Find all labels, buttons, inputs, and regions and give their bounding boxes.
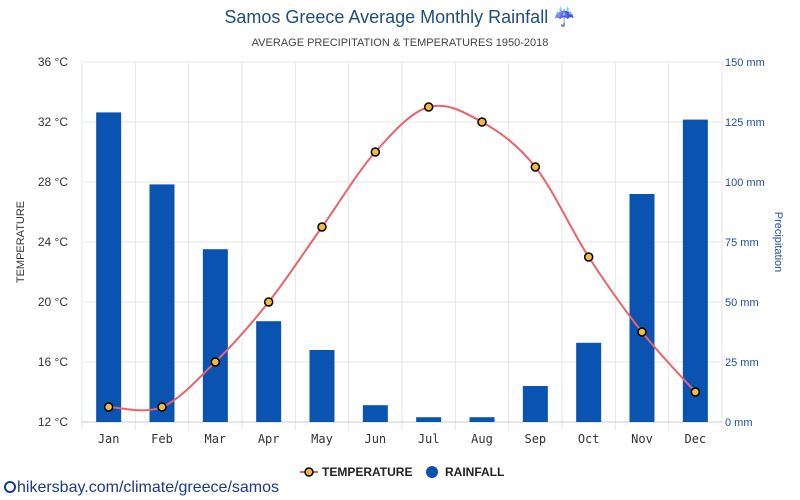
x-tick-label: Jul <box>418 432 440 446</box>
temperature-point[interactable] <box>583 252 594 262</box>
legend-rainfall-label: RAINFALL <box>445 465 504 479</box>
y-right-tick-label: 150 mm <box>725 57 765 69</box>
rainfall-bar[interactable] <box>309 350 335 422</box>
hikersbay-logo-icon <box>4 481 16 493</box>
legend-temperature-label: TEMPERATURE <box>322 465 412 479</box>
x-tick-label: Nov <box>631 432 653 446</box>
y-axis-left-ticks: 12 °C 16 °C 20 °C 24 °C 28 °C 32 °C 36 °C <box>38 55 68 429</box>
y-right-tick-label: 25 mm <box>725 357 759 369</box>
rainfall-bars <box>96 112 708 423</box>
y-left-tick-label: 32 °C <box>38 115 68 129</box>
y-left-tick-label: 20 °C <box>38 295 68 309</box>
legend-item-rainfall[interactable]: RAINFALL <box>426 465 504 479</box>
y-right-tick-label: 0 mm <box>725 417 753 429</box>
temperature-point[interactable] <box>210 357 221 367</box>
chart-title: Samos Greece Average Monthly Rainfall ☔ <box>224 6 575 27</box>
x-tick-label: May <box>311 432 333 446</box>
x-tick-label: Apr <box>258 432 280 446</box>
x-tick-label: Aug <box>471 432 493 446</box>
temperature-point[interactable] <box>370 147 381 157</box>
legend-rainfall-marker-icon <box>426 466 438 478</box>
temperature-point[interactable] <box>690 387 701 397</box>
temperature-point[interactable] <box>317 222 327 232</box>
y-left-tick-label: 12 °C <box>38 415 68 429</box>
legend-item-temperature[interactable]: TEMPERATURE <box>300 465 412 479</box>
x-tick-label: Sep <box>524 432 546 446</box>
y-right-tick-label: 125 mm <box>725 117 765 129</box>
temperature-point[interactable] <box>530 162 541 172</box>
x-tick-label: Jan <box>98 432 120 446</box>
legend: TEMPERATURE RAINFALL <box>300 465 504 479</box>
y-left-tick-label: 24 °C <box>38 235 68 249</box>
source-link[interactable]: hikersbay.com/climate/greece/samos <box>4 479 279 497</box>
rainfall-bar[interactable] <box>416 417 442 422</box>
rainfall-bar[interactable] <box>96 112 122 423</box>
temperature-point[interactable] <box>423 102 434 112</box>
y-axis-right-ticks: 0 mm 25 mm 50 mm 75 mm 100 mm 125 mm 150 mm <box>725 57 765 429</box>
x-tick-label: Oct <box>578 432 600 446</box>
temperature-point[interactable] <box>103 402 114 412</box>
rainfall-bar[interactable] <box>576 342 602 422</box>
rainfall-bar[interactable] <box>629 194 655 422</box>
rainfall-bar[interactable] <box>202 249 228 422</box>
y-left-tick-label: 28 °C <box>38 175 68 189</box>
y-right-tick-label: 75 mm <box>725 237 759 249</box>
rainfall-bar[interactable] <box>469 417 495 422</box>
rainfall-bar[interactable] <box>256 321 282 422</box>
gridlines <box>81 61 723 430</box>
x-tick-label: Mar <box>204 432 226 446</box>
y-left-tick-label: 36 °C <box>38 55 68 69</box>
rainfall-bar[interactable] <box>522 386 548 422</box>
rainfall-bar[interactable] <box>362 405 388 422</box>
temperature-point[interactable] <box>263 297 274 307</box>
temperature-point[interactable] <box>637 327 647 337</box>
y-axis-left-title: TEMPERATURE <box>15 201 27 283</box>
umbrella-icon: ☔ <box>553 6 575 27</box>
x-tick-label: Dec <box>684 432 706 446</box>
rainfall-bar[interactable] <box>149 184 175 422</box>
y-right-tick-label: 50 mm <box>725 297 759 309</box>
legend-temperature-marker-icon <box>304 467 314 477</box>
y-left-tick-label: 16 °C <box>38 355 68 369</box>
chart-subtitle: AVERAGE PRECIPITATION & TEMPERATURES 195… <box>252 37 549 49</box>
source-link-text: hikersbay.com/climate/greece/samos <box>17 479 280 496</box>
temperature-point[interactable] <box>157 402 167 412</box>
y-axis-right-title: Precipitation <box>772 212 784 273</box>
x-axis-ticks: Jan Feb Mar Apr May Jun Jul Aug Sep Oct Nov Dec <box>98 432 706 446</box>
temperature-line <box>103 102 701 412</box>
x-tick-label: Jun <box>364 432 386 446</box>
rainfall-bar[interactable] <box>682 119 708 422</box>
temperature-point[interactable] <box>477 117 487 127</box>
x-tick-label: Feb <box>151 432 173 446</box>
y-right-tick-label: 100 mm <box>725 177 765 189</box>
